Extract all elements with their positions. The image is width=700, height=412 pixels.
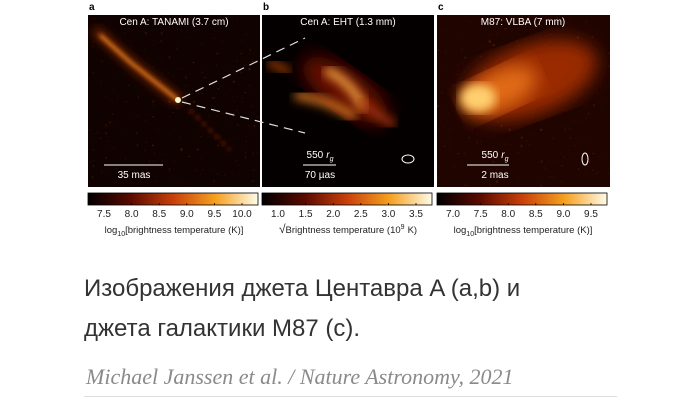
colorbar-tick-label: 2.5	[354, 209, 368, 220]
scale-label: 70 µas	[305, 170, 335, 181]
colorbar-label: log10[brightness temperature (K)]	[105, 225, 244, 238]
colorbar-tick-label: 10.0	[232, 209, 252, 220]
figure: a Cen A: TANAMI (3.7 cm) 35 mas 7.5 8.0 8.5 9.…	[87, 2, 610, 238]
scale-label: 550 rg	[307, 150, 334, 163]
colorbar-tick-label: 9.5	[207, 209, 221, 220]
label-end: K)	[408, 225, 418, 236]
colorbar-tick-label: 7.5	[97, 209, 111, 220]
credit: Michael Janssen et al. / Nature Astronom…	[86, 364, 514, 389]
caption-line: Изображения джета Центавра A (a,b) и	[84, 275, 521, 302]
colorbar	[87, 192, 259, 206]
colorbar	[261, 192, 433, 206]
colorbar-tick-label: 3.0	[381, 209, 395, 220]
panel-letter: b	[263, 2, 269, 13]
panel-title: Cen A: EHT (1.3 mm)	[300, 17, 395, 28]
colorbar-tick-label: 8.0	[125, 209, 139, 220]
label-main: Brightness temperature (10	[286, 225, 401, 236]
colorbar-tick-label: 2.0	[326, 209, 340, 220]
image-b	[262, 15, 434, 187]
colorbar-tick-label: 8.0	[501, 209, 515, 220]
colorbar-tick-label: 3.5	[409, 209, 423, 220]
label-root: √	[279, 222, 286, 236]
caption-line: джета галактики M87 (c).	[84, 315, 361, 342]
scale-subscript: g	[505, 156, 509, 163]
colorbar-tick-label: 9.5	[584, 209, 598, 220]
panel-title: M87: VLBA (7 mm)	[481, 17, 565, 28]
colorbar	[436, 192, 608, 206]
scale-symbol: r	[326, 150, 330, 161]
label-prefix: log	[454, 225, 467, 236]
divider	[84, 396, 617, 397]
label-main: [brightness temperature (K)]	[125, 225, 243, 236]
colorbar-tick-label: 9.0	[180, 209, 194, 220]
colorbar-tick-label: 8.5	[152, 209, 166, 220]
colorbar-tick-label: 7.0	[446, 209, 460, 220]
scale-symbol: r	[501, 150, 505, 161]
colorbar-tick-label: 8.5	[529, 209, 543, 220]
panel-title: Cen A: TANAMI (3.7 cm)	[119, 17, 228, 28]
scale-number: 550	[482, 150, 499, 161]
colorbar-tick-label: 1.5	[299, 209, 313, 220]
colorbar-tick-label: 1.0	[271, 209, 285, 220]
label-prefix: log	[105, 225, 118, 236]
zoom-lines	[181, 37, 306, 134]
colorbar-label: √Brightness temperature (109 K)	[279, 222, 417, 236]
colorbar-tick-label: 7.5	[474, 209, 488, 220]
scale-label: 2 mas	[481, 170, 508, 181]
scale-label: 35 mas	[118, 170, 151, 181]
label-subscript: 10	[117, 231, 125, 238]
scale-number: 550	[307, 150, 324, 161]
label-superscript: 9	[401, 224, 405, 231]
colorbar-label: log10[brightness temperature (K)]	[454, 225, 593, 238]
scale-label: 550 rg	[482, 150, 509, 163]
image-a	[88, 15, 260, 187]
image-c	[437, 15, 610, 187]
label-subscript: 10	[466, 231, 474, 238]
panel-letter: c	[438, 2, 444, 13]
colorbar-tick-label: 9.0	[556, 209, 570, 220]
scale-subscript: g	[330, 156, 334, 163]
label-main: [brightness temperature (K)]	[474, 225, 592, 236]
panel-letter: a	[89, 2, 95, 13]
